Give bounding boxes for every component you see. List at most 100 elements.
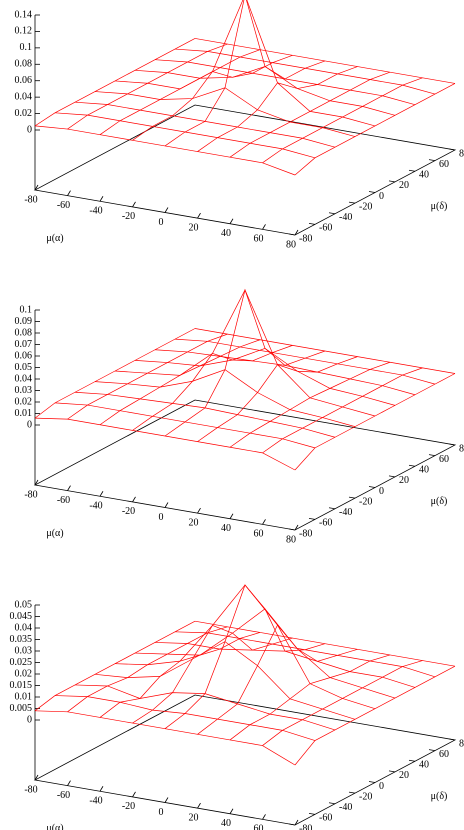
x-tick	[294, 819, 299, 826]
z-tick-label: 0.08	[15, 327, 33, 338]
mesh-line	[164, 288, 326, 437]
mesh-line	[67, 333, 228, 420]
x-tick-label: -80	[24, 784, 37, 795]
x-tick	[262, 814, 266, 820]
mesh-line	[134, 608, 396, 699]
mesh-line	[164, 584, 326, 729]
mesh-line	[164, 0, 326, 147]
mesh-line	[132, 624, 293, 724]
mesh-line	[262, 660, 423, 746]
y-tick	[428, 749, 436, 752]
z-tick-label: 0.04	[15, 91, 33, 102]
z-tick-label: 0.02	[15, 108, 33, 119]
x-tick-label: 60	[254, 824, 264, 830]
y-tick	[408, 169, 416, 172]
mesh-line	[54, 402, 316, 449]
y-tick	[368, 486, 376, 488]
x-tick	[229, 808, 234, 814]
x-tick	[164, 502, 169, 508]
x-tick	[164, 797, 169, 803]
z-tick-label: 0.06	[15, 75, 33, 86]
z-tick-label: 0.06	[15, 350, 33, 361]
y-tick-label: 40	[419, 760, 429, 771]
y-axis-label: μ(δ)	[431, 496, 448, 507]
y-tick-label: 20	[399, 770, 409, 781]
y-tick	[328, 212, 336, 215]
x-tick-label: 0	[159, 512, 164, 523]
y-tick	[308, 517, 316, 520]
x-tick	[229, 218, 234, 224]
z-tick-label: 0	[27, 124, 32, 135]
mesh-line	[54, 695, 316, 741]
y-tick-label: 60	[439, 454, 449, 465]
mesh-line	[294, 373, 456, 471]
y-tick	[388, 475, 396, 478]
x-tick	[99, 491, 104, 497]
y-tick	[448, 443, 456, 446]
y-tick	[408, 759, 416, 762]
x-tick-label: -60	[57, 495, 70, 506]
x-tick	[132, 496, 136, 503]
x-tick	[132, 201, 136, 208]
x-tick-label: -60	[57, 790, 70, 801]
mesh-line	[229, 71, 391, 158]
x-tick	[262, 519, 266, 525]
x-tick	[67, 485, 71, 491]
x-tick	[262, 224, 266, 230]
y-tick	[448, 148, 456, 151]
y-tick	[328, 802, 336, 805]
mesh-line	[54, 112, 316, 159]
z-tick-label: 0.09	[15, 316, 33, 327]
y-tick-label: 60	[439, 749, 449, 760]
mesh-line	[262, 77, 423, 164]
x-tick	[34, 184, 39, 191]
x-tick	[229, 513, 234, 519]
z-tick-label: 0.03	[15, 645, 33, 656]
x-tick	[34, 774, 39, 781]
x-tick-label: 40	[221, 523, 231, 534]
y-tick-label: 80	[459, 738, 464, 749]
x-tick	[67, 780, 71, 786]
x-tick-label: 80	[286, 239, 296, 250]
z-tick-label: 0.02	[15, 396, 33, 407]
mesh-line	[197, 624, 358, 735]
z-tick-label: 0.04	[15, 373, 33, 384]
y-tick-label: -60	[319, 518, 332, 529]
z-tick-label: 0.045	[10, 611, 33, 622]
mesh-line	[114, 0, 376, 127]
y-tick	[348, 496, 356, 499]
mesh-line	[99, 49, 261, 135]
y-tick-label: 0	[379, 191, 384, 202]
mesh-line	[132, 54, 293, 141]
x-axis-label: μ(α)	[46, 528, 63, 539]
z-tick-label: 0.025	[10, 657, 33, 668]
mesh-line	[34, 328, 196, 419]
y-tick	[288, 233, 296, 236]
x-tick-label: -20	[122, 801, 135, 812]
x-tick-label: 0	[159, 217, 164, 228]
y-tick	[368, 191, 376, 193]
mesh-line	[34, 125, 296, 176]
x-tick	[99, 786, 104, 792]
y-tick	[428, 159, 436, 162]
x-tick-label: 60	[254, 234, 264, 245]
y-tick-label: 80	[459, 148, 464, 159]
mesh-line	[294, 665, 456, 766]
y-tick	[428, 454, 436, 457]
z-tick-label: 0.03	[15, 385, 33, 396]
z-tick-label: 0.035	[10, 634, 33, 645]
z-tick-label: 0.005	[10, 703, 33, 714]
y-tick-label: 40	[419, 465, 429, 476]
y-tick	[388, 770, 396, 773]
z-tick-label: 0.05	[15, 362, 33, 373]
z-tick-label: 0.05	[15, 599, 33, 610]
y-tick-label: 80	[459, 443, 464, 454]
x-tick-label: -20	[122, 211, 135, 222]
y-tick-label: -40	[339, 802, 352, 813]
mesh-line	[197, 356, 358, 442]
mesh-line	[99, 632, 261, 718]
y-tick-label: 20	[399, 180, 409, 191]
x-axis-label: μ(α)	[46, 823, 63, 830]
x-tick	[197, 802, 201, 809]
y-tick-label: -40	[339, 212, 352, 223]
